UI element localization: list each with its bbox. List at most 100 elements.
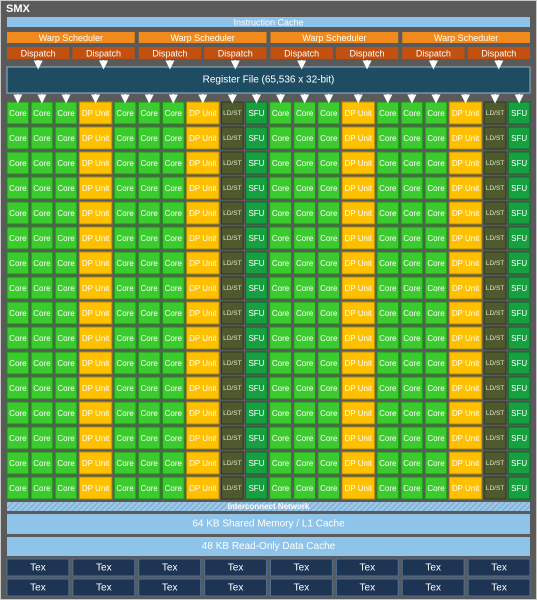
exec-unit-label: Core	[379, 384, 397, 393]
exec-unit-label: Core	[141, 409, 159, 418]
exec-unit	[78, 326, 113, 350]
exec-unit	[341, 301, 376, 325]
tex-unit	[6, 558, 70, 577]
exec-unit	[483, 376, 507, 400]
exec-unit	[483, 151, 507, 175]
tex-unit	[138, 558, 202, 577]
dispatch-unit	[402, 47, 465, 59]
exec-unit-label: Core	[379, 484, 397, 493]
exec-unit	[221, 326, 244, 350]
exec-unit	[6, 326, 30, 350]
exec-unit-label: Core	[379, 209, 397, 218]
exec-unit	[341, 401, 376, 425]
exec-unit	[54, 301, 78, 325]
exec-unit	[400, 276, 424, 300]
exec-unit-label: Core	[165, 284, 183, 293]
exec-unit-label: DP Unit	[345, 209, 373, 218]
exec-unit-label: Core	[165, 484, 183, 493]
exec-unit	[137, 176, 161, 200]
exec-unit-label: SFU	[248, 484, 264, 493]
exec-unit	[6, 251, 30, 275]
exec-unit-label: Core	[403, 359, 421, 368]
exec-unit-label: Core	[427, 234, 445, 243]
exec-unit-label: LD/ST	[486, 210, 504, 217]
exec-unit-label: DP Unit	[452, 334, 480, 343]
exec-unit	[400, 351, 424, 375]
exec-unit-label: SFU	[248, 209, 264, 218]
exec-unit-label: Core	[9, 159, 27, 168]
exec-unit-label: SFU	[248, 359, 264, 368]
exec-unit	[507, 326, 531, 350]
exec-unit	[448, 226, 483, 250]
interconnect	[7, 502, 530, 511]
exec-unit	[424, 401, 448, 425]
tex-unit	[72, 578, 136, 597]
exec-unit-label: DP Unit	[189, 459, 217, 468]
exec-unit	[448, 301, 483, 325]
exec-unit-label: SFU	[248, 384, 264, 393]
exec-unit	[221, 251, 244, 275]
exec-unit-label: DP Unit	[189, 159, 217, 168]
exec-unit	[317, 426, 341, 450]
read-only-cache-label: 48 KB Read-Only Data Cache	[202, 541, 336, 552]
exec-unit	[448, 476, 483, 500]
exec-unit-label: Core	[272, 409, 290, 418]
exec-unit-label: DP Unit	[345, 409, 373, 418]
exec-unit-label: Core	[320, 409, 338, 418]
exec-unit-label: DP Unit	[452, 134, 480, 143]
exec-unit-label: Core	[116, 484, 134, 493]
exec-unit	[376, 426, 400, 450]
tex-unit-label: Tex	[491, 563, 507, 574]
exec-unit	[245, 251, 268, 275]
exec-unit	[137, 401, 161, 425]
exec-unit	[30, 301, 54, 325]
exec-unit	[245, 276, 268, 300]
exec-unit-label: Core	[272, 434, 290, 443]
exec-unit-label: LD/ST	[486, 235, 504, 242]
exec-unit-label: Core	[403, 384, 421, 393]
exec-unit-label: Core	[141, 309, 159, 318]
exec-unit	[30, 326, 54, 350]
exec-unit-label: Core	[116, 434, 134, 443]
exec-unit-label: Core	[33, 359, 51, 368]
exec-unit	[448, 251, 483, 275]
exec-unit-label: LD/ST	[223, 460, 241, 467]
exec-unit	[376, 351, 400, 375]
exec-unit-label: LD/ST	[223, 410, 241, 417]
exec-unit-label: Core	[9, 284, 27, 293]
exec-unit-label: LD/ST	[223, 185, 241, 192]
tex-unit-label: Tex	[96, 563, 112, 574]
tex-unit	[335, 558, 399, 577]
exec-unit-label: Core	[116, 109, 134, 118]
exec-unit-label: Core	[320, 484, 338, 493]
exec-unit	[245, 126, 268, 150]
exec-unit	[6, 451, 30, 475]
tex-unit-label: Tex	[30, 583, 46, 594]
exec-unit	[78, 126, 113, 150]
exec-unit	[400, 301, 424, 325]
exec-unit-label: Core	[427, 409, 445, 418]
exec-unit-label: DP Unit	[82, 284, 110, 293]
exec-unit-label: SFU	[248, 109, 264, 118]
exec-unit	[161, 276, 185, 300]
exec-unit-label: DP Unit	[189, 134, 217, 143]
exec-unit	[245, 476, 268, 500]
exec-unit	[221, 451, 244, 475]
exec-unit	[376, 201, 400, 225]
exec-unit	[245, 301, 268, 325]
exec-unit	[113, 226, 137, 250]
exec-unit-label: SFU	[511, 184, 527, 193]
exec-unit	[30, 176, 54, 200]
exec-unit-label: Core	[33, 384, 51, 393]
exec-unit-label: DP Unit	[452, 359, 480, 368]
exec-unit-label: LD/ST	[223, 235, 241, 242]
exec-unit	[113, 276, 137, 300]
exec-unit-label: Core	[403, 334, 421, 343]
exec-unit-label: Core	[320, 434, 338, 443]
exec-unit-label: Core	[57, 234, 75, 243]
exec-unit	[448, 176, 483, 200]
exec-unit-label: SFU	[511, 334, 527, 343]
exec-unit	[483, 426, 507, 450]
warp-scheduler-label: Warp Scheduler	[302, 33, 366, 43]
exec-unit-label: SFU	[511, 159, 527, 168]
